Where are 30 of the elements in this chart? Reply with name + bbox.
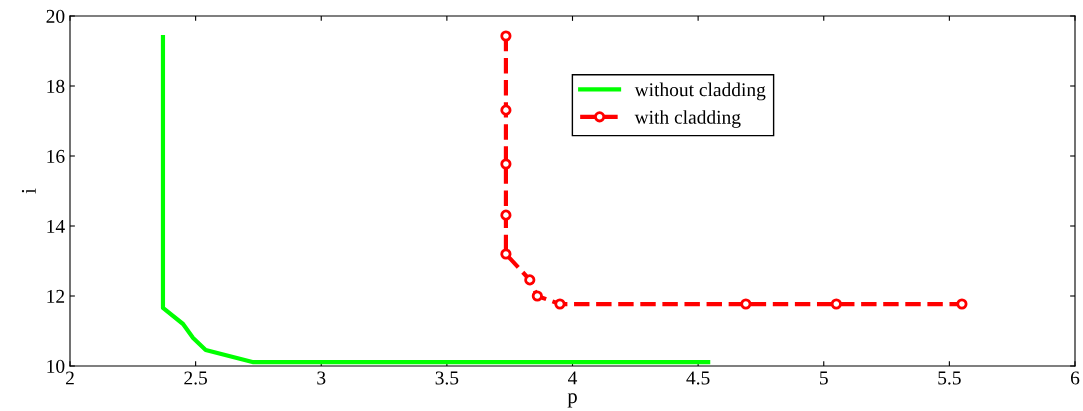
x-axis-title: p (567, 393, 577, 408)
point (531, 290, 543, 302)
point (830, 298, 842, 310)
y-axis-title: i (21, 188, 36, 194)
point (500, 209, 512, 221)
y-tick-label: 14 (47, 219, 65, 233)
y-tick-label: 12 (47, 289, 65, 303)
x-tick-label: 4 (568, 371, 578, 385)
point (500, 30, 512, 42)
legend-label: without cladding (634, 82, 766, 101)
point (956, 298, 968, 310)
point (500, 248, 512, 260)
legend-label: with cladding (634, 110, 741, 128)
y-tick-label: 20 (46, 9, 65, 23)
x-tick-label: 5.5 (938, 371, 961, 385)
point (524, 274, 536, 286)
y-tick-label: 18 (47, 79, 65, 93)
x-tick-label: 3.5 (435, 371, 459, 385)
x-tick-label: 6 (1070, 371, 1080, 385)
point (500, 158, 512, 170)
point (740, 298, 752, 310)
point (554, 298, 566, 310)
x-tick-label: 5 (820, 371, 828, 385)
x-tick-label: 2 (65, 371, 74, 385)
point (500, 104, 512, 116)
x-tick-label: 4.5 (686, 371, 710, 385)
y-tick-label: 10 (47, 359, 65, 373)
x-tick-label: 2.5 (184, 371, 208, 385)
y-tick-label: 16 (47, 149, 65, 163)
x-tick-label: 3 (317, 371, 326, 385)
